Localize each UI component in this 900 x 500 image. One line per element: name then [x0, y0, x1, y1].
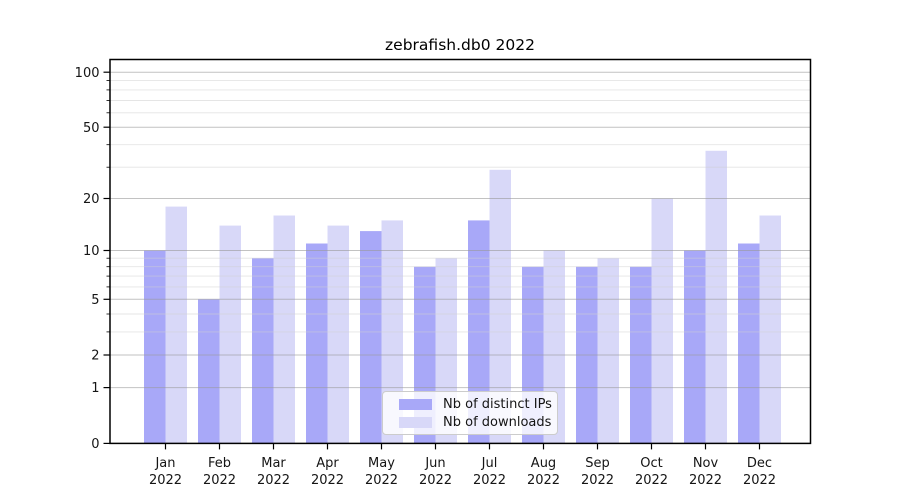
- bar-downloads-oct: [651, 198, 673, 444]
- y-ticks: [103, 71, 110, 444]
- legend-label-distinct-ips: Nb of distinct IPs: [443, 396, 552, 412]
- bar-downloads-dec: [759, 215, 781, 444]
- x-tick-labels: Jan 2022 Feb 2022 Mar 2022 Apr 2022 May 2022 Jun 20…: [149, 456, 776, 488]
- x-label-year-dec: 2022: [743, 473, 776, 488]
- bar-distinct-ips-dec: [738, 243, 760, 444]
- x-label-year-may: 2022: [365, 473, 398, 488]
- bar-downloads-jul: [489, 169, 511, 444]
- y-tick-label-0: 0: [91, 437, 99, 452]
- x-label-month-mar: Mar: [261, 456, 286, 471]
- bar-downloads-mar: [273, 215, 295, 444]
- x-label-year-aug: 2022: [527, 473, 560, 488]
- chart-title: zebrafish.db0 2022: [385, 36, 535, 54]
- bar-downloads-feb: [219, 225, 241, 444]
- axes-spines: [109, 58, 812, 445]
- x-label-year-mar: 2022: [257, 473, 290, 488]
- bar-downloads-sep: [597, 258, 619, 444]
- bar-distinct-ips-mar: [252, 258, 274, 444]
- legend-swatch-downloads: [399, 416, 432, 428]
- x-label-month-may: May: [368, 456, 395, 471]
- y-tick-label-1: 1: [91, 381, 99, 396]
- x-label-year-jan: 2022: [149, 473, 182, 488]
- bar-downloads-nov: [705, 150, 727, 444]
- x-label-month-oct: Oct: [640, 456, 662, 471]
- x-label-month-aug: Aug: [531, 456, 556, 471]
- x-label-year-nov: 2022: [689, 473, 722, 488]
- x-label-month-sep: Sep: [585, 456, 610, 471]
- y-tick-label-100: 100: [75, 66, 100, 81]
- bar-distinct-ips-jan: [144, 250, 166, 444]
- bar-downloads-jan: [165, 206, 187, 444]
- y-tick-label-50: 50: [83, 121, 100, 136]
- y-tick-label-5: 5: [91, 293, 99, 308]
- y-tick-label-20: 20: [83, 192, 100, 207]
- x-label-month-jun: Jun: [424, 456, 445, 471]
- legend-entry-downloads: Nb of downloads: [399, 415, 553, 430]
- major-gridlines: [110, 71, 811, 389]
- x-label-year-apr: 2022: [311, 473, 344, 488]
- x-label-year-feb: 2022: [203, 473, 236, 488]
- bar-downloads-apr: [327, 225, 349, 444]
- x-label-month-jan: Jan: [154, 456, 175, 471]
- x-label-year-jul: 2022: [473, 473, 506, 488]
- x-label-month-apr: Apr: [316, 456, 339, 471]
- x-label-year-oct: 2022: [635, 473, 668, 488]
- x-label-month-feb: Feb: [208, 456, 231, 471]
- bar-distinct-ips-may: [360, 231, 382, 444]
- legend-swatch-distinct-ips: [399, 398, 432, 410]
- legend-entry-distinct-ips: Nb of distinct IPs: [399, 397, 553, 412]
- x-label-month-nov: Nov: [693, 456, 719, 471]
- legend: Nb of distinct IPs Nb of downloads: [382, 391, 558, 435]
- x-label-month-jul: Jul: [481, 456, 498, 471]
- bar-distinct-ips-nov: [684, 250, 706, 444]
- x-label-year-jun: 2022: [419, 473, 452, 488]
- bar-distinct-ips-feb: [198, 299, 220, 444]
- legend-label-downloads: Nb of downloads: [443, 414, 552, 430]
- x-label-month-dec: Dec: [747, 456, 772, 471]
- x-ticks: [164, 443, 761, 450]
- minor-gridlines: [110, 80, 811, 333]
- y-tick-label-10: 10: [83, 244, 100, 259]
- bar-distinct-ips-apr: [306, 243, 328, 444]
- x-label-year-sep: 2022: [581, 473, 614, 488]
- y-tick-label-2: 2: [91, 349, 99, 364]
